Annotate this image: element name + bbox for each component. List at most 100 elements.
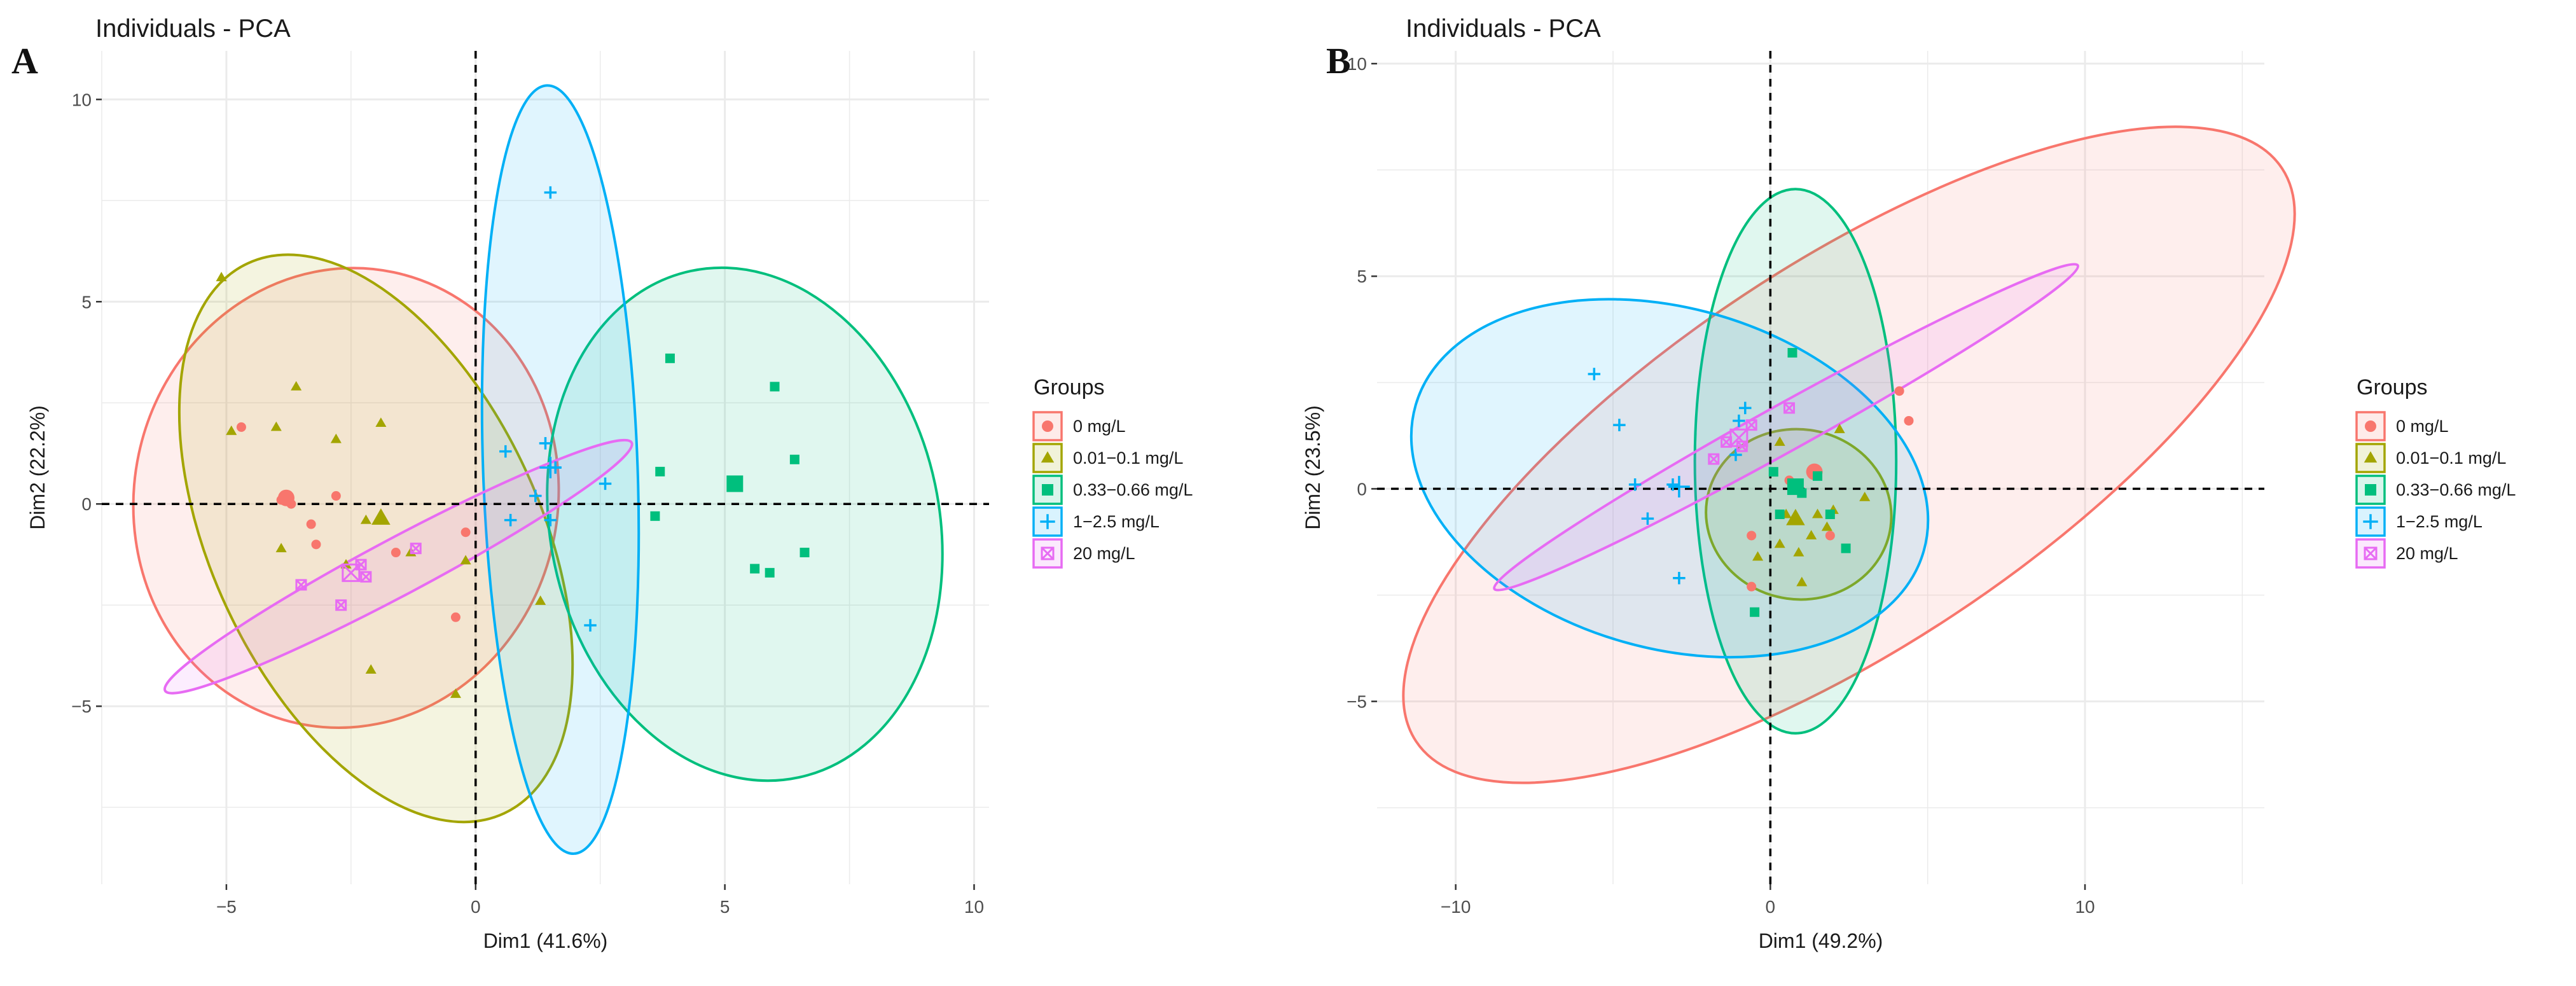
legend-marker — [1042, 484, 1053, 496]
data-point — [1859, 491, 1871, 501]
data-point — [1745, 419, 1757, 431]
legend-title: Groups — [2357, 375, 2428, 399]
data-point — [1750, 607, 1760, 617]
data-point — [1641, 512, 1654, 525]
data-point — [1774, 538, 1785, 548]
legend-marker — [2364, 546, 2378, 560]
data-point — [544, 186, 557, 199]
group-centroid — [1787, 478, 1804, 496]
legend-item-label: 20 mg/L — [2396, 544, 2458, 563]
legend-marker — [2365, 484, 2376, 496]
data-point — [275, 543, 287, 553]
data-point — [789, 454, 800, 464]
data-point — [1729, 448, 1742, 461]
data-point — [1812, 508, 1824, 518]
data-point — [1813, 471, 1823, 481]
data-point — [1787, 348, 1797, 358]
data-point — [1752, 551, 1764, 561]
confidence-ellipse — [1409, 298, 1930, 659]
data-point — [360, 571, 372, 583]
data-point — [460, 527, 471, 538]
data-point — [1834, 424, 1845, 433]
data-point — [1739, 401, 1752, 415]
data-point — [655, 466, 665, 476]
y-tick-label: 10 — [72, 90, 92, 109]
group-centroid — [1786, 508, 1805, 525]
data-point — [1666, 478, 1679, 491]
data-point — [375, 417, 387, 427]
group-centroid — [539, 457, 562, 478]
legend-title: Groups — [1034, 375, 1105, 399]
group-centroid — [1729, 428, 1748, 447]
legend-key — [1032, 506, 1063, 537]
legend-marker — [2364, 451, 2378, 463]
legend-item-label: 0 mg/L — [1073, 417, 1126, 436]
x-tick-label: 10 — [964, 897, 984, 917]
legend-item-label: 0.33−0.66 mg/L — [2396, 480, 2516, 499]
data-point — [460, 555, 471, 565]
legend-marker — [1041, 546, 1055, 560]
data-point — [1775, 510, 1785, 520]
confidence-ellipse — [546, 266, 944, 782]
data-point — [800, 548, 810, 558]
y-axis-label: Dim2 (23.5%) — [1301, 405, 1324, 530]
y-tick-label: 0 — [81, 494, 92, 514]
group-centroid — [726, 475, 744, 492]
y-axis-label: Dim2 (22.2%) — [26, 405, 49, 530]
panel-b-letter: B — [1326, 40, 1351, 81]
confidence-ellipse — [1493, 263, 2080, 592]
data-point — [1708, 453, 1720, 465]
panel-a-grid — [101, 51, 989, 884]
y-tick-label: 5 — [1357, 267, 1367, 286]
data-point — [410, 543, 422, 555]
x-axis-label: Dim1 (41.6%) — [483, 929, 608, 952]
x-tick-label: 0 — [471, 897, 481, 917]
data-point — [270, 421, 282, 431]
data-point — [1806, 530, 1817, 539]
x-tick-label: −5 — [216, 897, 237, 917]
panel-b-legend — [2355, 411, 2386, 569]
y-tick-label: 10 — [1347, 54, 1367, 74]
panel-b-title: Individuals - PCA — [1406, 15, 1601, 43]
data-point — [1768, 467, 1778, 477]
data-point — [499, 445, 512, 458]
data-point — [295, 579, 307, 591]
data-point — [770, 382, 780, 392]
x-axis-label: Dim1 (49.2%) — [1759, 929, 1883, 952]
data-point — [584, 619, 597, 632]
data-point — [331, 491, 341, 501]
data-point — [450, 612, 460, 622]
panel-a-title: Individuals - PCA — [95, 15, 291, 43]
legend-marker — [2365, 420, 2376, 432]
data-point — [236, 422, 246, 432]
data-point — [311, 539, 321, 550]
y-tick-label: −5 — [71, 697, 92, 716]
data-point — [1796, 576, 1808, 587]
data-point — [1894, 386, 1904, 396]
data-point — [330, 433, 342, 443]
data-point — [216, 272, 227, 282]
data-point — [529, 489, 542, 503]
confidence-ellipse — [480, 84, 641, 855]
data-point — [1747, 531, 1757, 541]
legend-marker — [1040, 514, 1055, 529]
panel-b-grid — [1377, 51, 2264, 884]
data-point — [650, 511, 660, 521]
data-point — [1841, 543, 1851, 553]
group-centroid — [277, 489, 294, 506]
data-point — [1783, 402, 1796, 414]
panel-b-points — [1588, 348, 1914, 617]
data-point — [1821, 521, 1832, 531]
legend-marker — [2363, 514, 2378, 529]
legend-item-label: 1−2.5 mg/L — [2396, 512, 2483, 531]
data-point — [1747, 581, 1757, 592]
legend-key — [1032, 475, 1063, 505]
y-tick-label: 0 — [1357, 479, 1367, 499]
y-tick-label: 5 — [81, 292, 92, 312]
data-point — [535, 595, 546, 605]
legend-item-label: 0.01−0.1 mg/L — [1073, 448, 1183, 468]
data-point — [226, 425, 237, 435]
data-point — [1673, 572, 1686, 585]
group-centroid — [342, 563, 361, 582]
